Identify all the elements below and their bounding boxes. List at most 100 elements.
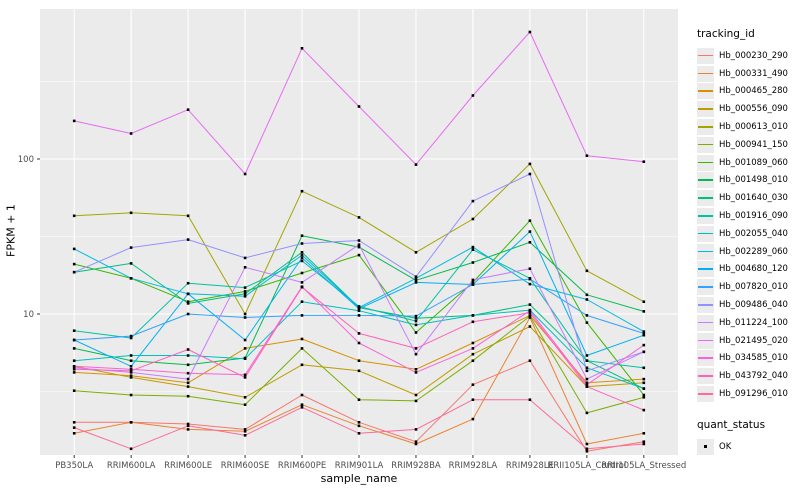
data-point xyxy=(528,241,532,244)
data-point xyxy=(414,440,418,443)
x-tick-label: RRIM928LE xyxy=(506,461,554,471)
data-point xyxy=(528,398,532,401)
legend-key-line-icon xyxy=(697,65,714,82)
data-point xyxy=(642,396,646,399)
data-point xyxy=(72,421,76,424)
data-point xyxy=(642,160,646,163)
data-point xyxy=(357,421,361,424)
data-point xyxy=(414,319,418,323)
data-point xyxy=(186,348,190,351)
data-point xyxy=(186,354,190,357)
data-point xyxy=(300,271,304,275)
data-point xyxy=(243,286,247,289)
data-point xyxy=(414,371,418,374)
data-point xyxy=(129,376,133,379)
data-point xyxy=(642,440,646,443)
data-point xyxy=(414,331,418,334)
data-point xyxy=(129,354,133,357)
data-point xyxy=(585,314,589,317)
data-point xyxy=(186,300,190,303)
legend-item-label: Hb_000613_010 xyxy=(719,122,788,133)
data-point xyxy=(471,94,475,97)
data-point xyxy=(186,422,190,426)
data-point xyxy=(414,323,418,327)
data-point xyxy=(642,310,646,313)
data-point xyxy=(642,300,646,303)
data-point xyxy=(528,230,532,233)
data-point xyxy=(357,216,361,219)
legend-key-line-icon xyxy=(697,350,714,367)
data-point xyxy=(528,172,532,176)
data-point xyxy=(585,293,589,297)
data-point xyxy=(129,132,133,135)
legend-item-label: Hb_000556_090 xyxy=(719,104,788,115)
legend-key-line-icon xyxy=(697,119,714,136)
legend-item-Hb_004680_120: Hb_004680_120 xyxy=(690,261,800,279)
data-point xyxy=(414,316,418,320)
data-point xyxy=(642,330,646,333)
legend-item-label: OK xyxy=(719,441,732,452)
data-point xyxy=(585,442,589,446)
data-point xyxy=(585,381,589,385)
data-point xyxy=(585,411,589,415)
data-point xyxy=(300,259,304,263)
data-point xyxy=(642,343,646,347)
data-point xyxy=(642,377,646,381)
data-point xyxy=(528,359,532,362)
data-point xyxy=(129,421,133,424)
data-point xyxy=(642,393,646,397)
legend-key-line-icon xyxy=(697,136,714,153)
y-axis-title: FPKM + 1 xyxy=(4,204,18,257)
data-point xyxy=(72,389,76,392)
data-point xyxy=(471,320,475,324)
data-point xyxy=(243,376,247,379)
legend-item-label: Hb_002289_060 xyxy=(719,246,788,257)
data-point xyxy=(186,238,190,241)
legend-item-label: Hb_011224_100 xyxy=(719,317,788,328)
legend-key-line-icon xyxy=(697,332,714,349)
data-point xyxy=(471,352,475,356)
legend-item-label: Hb_000230_290 xyxy=(719,50,788,61)
data-point xyxy=(528,282,532,286)
data-point xyxy=(357,369,361,373)
legend-item-Hb_002055_040: Hb_002055_040 xyxy=(690,225,800,243)
data-point xyxy=(471,347,475,350)
data-point xyxy=(528,325,532,328)
legend-item-label: Hb_000331_490 xyxy=(719,68,788,79)
data-point xyxy=(129,365,133,368)
legend-item-Hb_002289_060: Hb_002289_060 xyxy=(690,243,800,261)
data-point xyxy=(471,248,475,251)
data-point xyxy=(585,377,589,381)
legend-item-Hb_043792_040: Hb_043792_040 xyxy=(690,367,800,385)
legend-item-label: Hb_001498_010 xyxy=(719,175,788,186)
data-point xyxy=(585,447,589,451)
x-tick-label: PB350LA xyxy=(55,461,93,471)
legend-item-label: Hb_091296_010 xyxy=(719,389,788,400)
data-point xyxy=(300,253,304,257)
legend-item-label: Hb_001916_090 xyxy=(719,211,788,222)
data-point xyxy=(243,434,247,437)
data-point xyxy=(528,311,532,314)
data-point xyxy=(585,383,589,386)
x-tick-label: RRIM928BA xyxy=(391,461,441,471)
legend-item-label: Hb_000941_150 xyxy=(719,139,788,150)
legend-item-Hb_021495_020: Hb_021495_020 xyxy=(690,332,800,350)
legend-item-label: Hb_004680_120 xyxy=(719,264,788,275)
data-point xyxy=(642,432,646,435)
data-point xyxy=(414,428,418,431)
data-point xyxy=(414,163,418,166)
data-point xyxy=(300,256,304,260)
data-point xyxy=(471,278,475,282)
legend-key-line-icon xyxy=(697,208,714,225)
data-point xyxy=(528,309,532,312)
legend-item-Hb_009486_040: Hb_009486_040 xyxy=(690,296,800,314)
data-point xyxy=(300,189,304,193)
data-point xyxy=(300,47,304,50)
legend-key-line-icon xyxy=(697,172,714,189)
legend-title-tracking-id: tracking_id xyxy=(697,28,755,40)
legend-item-label: Hb_009486_040 xyxy=(719,300,788,311)
data-point xyxy=(300,406,304,409)
data-point xyxy=(357,359,361,362)
legend-item-Hb_000556_090: Hb_000556_090 xyxy=(690,100,800,118)
